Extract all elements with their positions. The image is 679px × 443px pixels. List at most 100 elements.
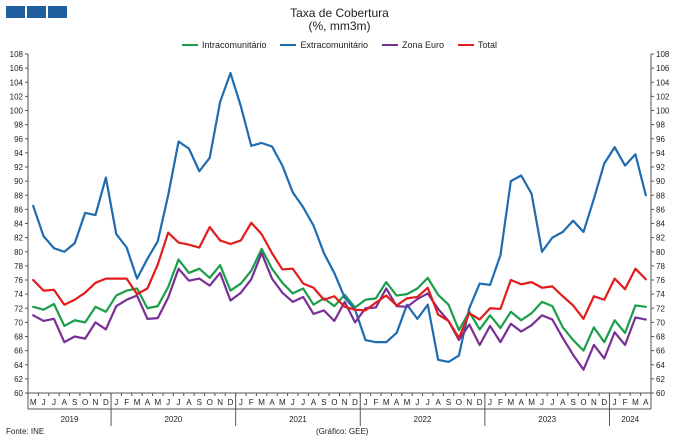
x-tick-label: O — [82, 398, 88, 407]
x-tick-label: M — [258, 398, 265, 407]
x-tick-label: M — [383, 398, 390, 407]
x-tick-label: J — [415, 398, 419, 407]
y-tick-label-left: 72 — [14, 304, 23, 313]
legend-swatch — [280, 44, 297, 46]
y-tick-label-left: 64 — [14, 361, 23, 370]
x-tick-label: F — [373, 398, 378, 407]
x-tick-label: S — [72, 398, 77, 407]
series-line-zona-euro — [32, 252, 647, 371]
y-tick-label-left: 106 — [10, 64, 24, 73]
legend-item-intracomunitario: Intracomunitário — [181, 40, 267, 50]
y-tick-label-right: 92 — [656, 163, 665, 172]
x-tick-label: A — [269, 398, 275, 407]
y-tick-label-right: 64 — [656, 361, 665, 370]
x-tick-label: A — [643, 398, 649, 407]
y-tick-label-left: 108 — [10, 50, 24, 59]
legend-item-zona-euro: Zona Euro — [382, 40, 444, 50]
x-tick-label: M — [632, 398, 639, 407]
year-label: 2021 — [289, 415, 307, 424]
y-tick-label-right: 76 — [656, 276, 665, 285]
y-tick-label-right: 108 — [656, 50, 670, 59]
x-tick-label: M — [528, 398, 535, 407]
x-tick-label: J — [291, 398, 295, 407]
y-tick-label-left: 84 — [14, 220, 23, 229]
year-label: 2020 — [164, 415, 182, 424]
x-tick-label: J — [426, 398, 430, 407]
y-tick-label-right: 104 — [656, 78, 670, 87]
x-tick-label: F — [623, 398, 628, 407]
y-tick-label-left: 62 — [14, 375, 23, 384]
y-tick-label-left: 92 — [14, 163, 23, 172]
x-tick-label: N — [93, 398, 99, 407]
y-tick-label-left: 60 — [14, 389, 23, 398]
legend-swatch — [181, 44, 198, 46]
series-line-extracomunitario — [32, 71, 647, 364]
x-tick-label: D — [352, 398, 358, 407]
y-tick-label-right: 96 — [656, 135, 665, 144]
x-tick-label: N — [217, 398, 223, 407]
legend-label: Total — [478, 40, 498, 50]
legend-label: Intracomunitário — [201, 40, 267, 50]
x-tick-label: J — [550, 398, 554, 407]
y-tick-label-left: 68 — [14, 333, 23, 342]
y-tick-label-right: 94 — [656, 149, 665, 158]
source-note: Fonte: INE — [6, 427, 45, 436]
legend-item-extracomunitario: Extracomunitário — [280, 40, 368, 50]
x-tick-label: J — [42, 398, 46, 407]
x-tick-label: D — [103, 398, 109, 407]
y-tick-label-right: 60 — [656, 389, 665, 398]
y-tick-label-right: 82 — [656, 234, 665, 243]
year-label: 2024 — [621, 415, 639, 424]
legend-swatch — [458, 44, 475, 46]
x-tick-label: A — [186, 398, 192, 407]
y-tick-label-left: 66 — [14, 347, 23, 356]
chart-legend: Intracomunitário Extracomunitário Zona E… — [0, 40, 679, 50]
y-tick-label-right: 106 — [656, 64, 670, 73]
x-tick-label: F — [124, 398, 129, 407]
y-tick-label-right: 84 — [656, 220, 665, 229]
chart-title-line1: Taxa de Cobertura — [290, 6, 389, 20]
y-tick-label-right: 88 — [656, 191, 665, 200]
x-tick-label: J — [363, 398, 367, 407]
legend-label: Zona Euro — [402, 40, 445, 50]
y-tick-label-left: 100 — [10, 107, 24, 116]
y-tick-label-left: 76 — [14, 276, 23, 285]
x-tick-label: J — [239, 398, 243, 407]
chart-title: Taxa de Cobertura (%, mm3m) — [0, 7, 679, 33]
y-tick-label-right: 98 — [656, 121, 665, 130]
x-tick-label: A — [311, 398, 317, 407]
x-tick-label: A — [519, 398, 525, 407]
x-tick-label: A — [145, 398, 151, 407]
x-tick-label: D — [228, 398, 234, 407]
y-tick-label-right: 78 — [656, 262, 665, 271]
y-tick-label-left: 98 — [14, 121, 23, 130]
legend-item-total: Total — [458, 40, 497, 50]
x-tick-label: J — [488, 398, 492, 407]
x-tick-label: O — [456, 398, 462, 407]
x-tick-label: M — [404, 398, 411, 407]
x-tick-label: O — [580, 398, 586, 407]
x-tick-label: M — [30, 398, 37, 407]
logo-block — [6, 6, 25, 18]
x-tick-label: O — [207, 398, 213, 407]
x-tick-label: J — [52, 398, 56, 407]
x-tick-label: S — [570, 398, 575, 407]
x-tick-label: M — [279, 398, 286, 407]
y-tick-label-right: 66 — [656, 347, 665, 356]
x-tick-label: F — [498, 398, 503, 407]
x-tick-label: A — [435, 398, 441, 407]
x-tick-label: S — [446, 398, 451, 407]
x-tick-label: S — [197, 398, 202, 407]
x-tick-label: J — [613, 398, 617, 407]
x-tick-label: A — [62, 398, 68, 407]
chart-title-line2: (%, mm3m) — [308, 19, 371, 33]
x-tick-label: S — [321, 398, 326, 407]
x-tick-label: D — [601, 398, 607, 407]
x-tick-label: F — [249, 398, 254, 407]
y-tick-label-right: 70 — [656, 318, 665, 327]
x-tick-label: M — [134, 398, 141, 407]
y-tick-label-left: 70 — [14, 318, 23, 327]
y-tick-label-right: 100 — [656, 107, 670, 116]
x-tick-label: N — [466, 398, 472, 407]
